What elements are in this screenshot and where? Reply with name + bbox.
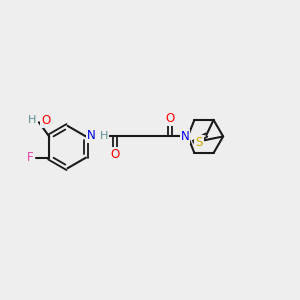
Text: O: O — [111, 148, 120, 161]
Text: H: H — [100, 131, 108, 141]
Text: F: F — [26, 151, 33, 164]
Text: H: H — [28, 115, 36, 125]
Text: O: O — [166, 112, 175, 125]
Text: S: S — [195, 136, 203, 149]
Text: O: O — [41, 114, 50, 127]
Text: N: N — [181, 130, 189, 143]
Text: N: N — [87, 129, 96, 142]
Text: N: N — [181, 130, 189, 143]
